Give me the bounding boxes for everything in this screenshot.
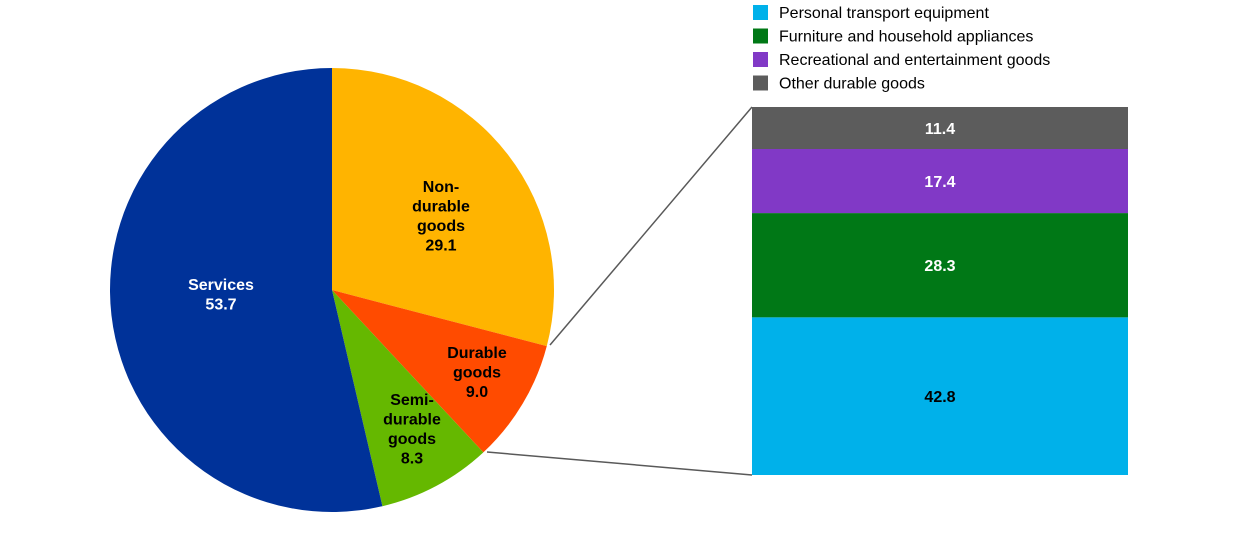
pie-slice-non-durable-goods bbox=[332, 68, 554, 347]
pie-category-label: durable bbox=[383, 412, 441, 429]
pie-value-label: 53.7 bbox=[205, 297, 236, 314]
pie-value-label: 8.3 bbox=[401, 451, 423, 468]
legend-label: Furniture and household appliances bbox=[779, 29, 1033, 46]
connector-lines bbox=[486, 106, 753, 476]
legend-swatch-furniture-and-household-appliances bbox=[753, 28, 768, 44]
legend-swatch-other-durable-goods bbox=[753, 75, 768, 91]
pie-category-label: Durable bbox=[447, 345, 507, 362]
pie-value-label: 9.0 bbox=[466, 384, 488, 401]
pie-slice-semi-durable-goods bbox=[332, 290, 484, 507]
pie-slice-durable-goods bbox=[332, 290, 547, 453]
bar-segment-other-durable-goods bbox=[752, 107, 1128, 149]
bar-segment-personal-transport-equipment bbox=[752, 317, 1128, 475]
pie-category-label: Services bbox=[188, 277, 254, 294]
stacked-bar: 42.8 28.3 17.4 11.4 bbox=[752, 107, 1128, 475]
connector-line-top bbox=[549, 106, 753, 346]
pie-category-label: goods bbox=[453, 365, 501, 382]
legend-label: Recreational and entertainment goods bbox=[779, 52, 1050, 69]
legend: Personal transport equipment Furniture an… bbox=[753, 5, 1050, 93]
pie-chart: Non-durable goods 29.1 Durable goods 9.0 Semi-… bbox=[109, 68, 554, 513]
legend-swatch-personal-transport-equipment bbox=[753, 5, 768, 20]
bar-value-label: 17.4 bbox=[924, 174, 955, 191]
bar-segment-recreational-and-entertainment-goods bbox=[752, 148, 1128, 214]
legend-label: Other durable goods bbox=[779, 76, 925, 93]
bar-segment-furniture-and-household-appliances bbox=[752, 213, 1128, 318]
legend-swatch-recreational-and-entertainment-goods bbox=[753, 52, 768, 67]
pie-category-label: Semi- bbox=[390, 392, 434, 409]
pie-category-label: durable bbox=[412, 199, 470, 216]
pie-value-label: 29.1 bbox=[425, 238, 456, 255]
bar-value-label: 11.4 bbox=[925, 121, 955, 138]
pie-slice-services bbox=[109, 68, 383, 513]
bar-value-label: 28.3 bbox=[924, 258, 955, 275]
connector-line-bottom bbox=[486, 451, 753, 476]
pie-category-label: goods bbox=[417, 218, 465, 235]
pie-category-label: goods bbox=[388, 431, 436, 448]
bar-value-label: 42.8 bbox=[924, 389, 955, 406]
pie-category-label: Non- bbox=[423, 179, 459, 196]
legend-label: Personal transport equipment bbox=[779, 5, 989, 22]
